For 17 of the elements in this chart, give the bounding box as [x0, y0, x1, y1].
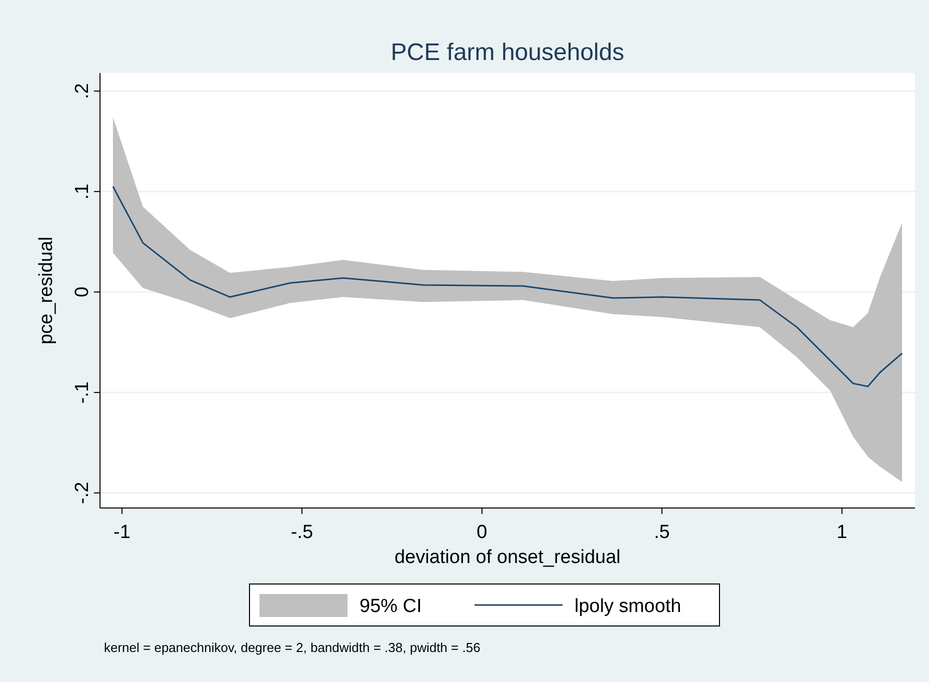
- chart-title: PCE farm households: [390, 39, 624, 66]
- x-tick-label: -1: [114, 522, 130, 543]
- text: kernel = epanechnikov, degree = 2, bandwidth = .38, pwidth = .56: [104, 640, 480, 655]
- x-tick-label: -.5: [290, 522, 314, 543]
- y-tick-label: .2: [72, 83, 93, 100]
- y-tick-label: 0: [72, 286, 93, 298]
- y-tick-label: .1: [72, 184, 93, 200]
- x-tick-label: 0: [476, 522, 488, 543]
- y-axis-title: pce_residual: [36, 236, 57, 344]
- line-series: [112, 186, 903, 388]
- x-axis-title: deviation of onset_residual: [394, 547, 621, 568]
- x-tick-label: 1: [836, 522, 848, 543]
- y-tick-label: -.2: [72, 482, 93, 504]
- legend-label: lpoly smooth: [574, 596, 682, 617]
- y-tick-label: -.1: [72, 381, 93, 404]
- x-tick-label: .5: [654, 522, 670, 543]
- text: 95% CI: [360, 596, 422, 617]
